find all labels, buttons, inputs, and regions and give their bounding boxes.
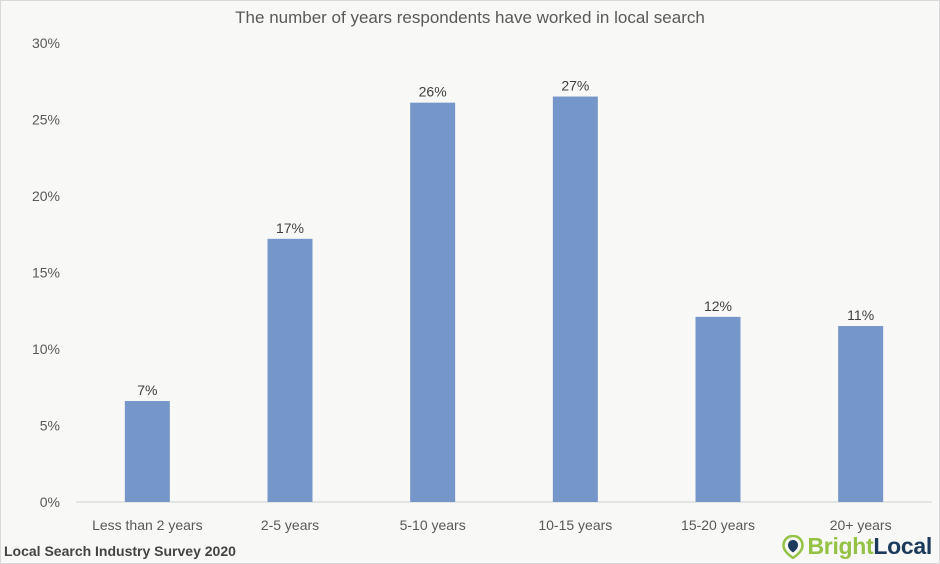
y-tick-label: 20% <box>32 188 60 204</box>
x-tick-label: 5-10 years <box>400 517 466 533</box>
x-tick-label: 2-5 years <box>261 517 319 533</box>
y-tick-label: 15% <box>32 265 60 281</box>
logo-text-local: Local <box>873 533 932 559</box>
bar <box>695 316 741 502</box>
bar-value-label: 27% <box>561 78 589 94</box>
x-tick-label: 20+ years <box>830 517 892 533</box>
y-tick-label: 10% <box>32 341 60 357</box>
x-tick-label: 15-20 years <box>681 517 755 533</box>
bar <box>410 102 456 503</box>
y-axis-labels: 0% 5% 10% 15% 20% 25% 30% <box>32 35 60 510</box>
bar-value-labels: 7% 17% 26% 27% 12% 11% <box>137 78 874 398</box>
bar <box>124 401 170 502</box>
bar-value-label: 12% <box>704 298 732 314</box>
pin-logo-icon <box>781 534 804 559</box>
x-tick-label: Less than 2 years <box>92 517 203 533</box>
bar <box>267 238 313 502</box>
chart-title: The number of years respondents have wor… <box>235 8 705 27</box>
y-tick-label: 25% <box>32 112 60 128</box>
logo-text-bright: Bright <box>807 533 874 559</box>
bar-value-label: 17% <box>276 220 304 236</box>
x-axis-labels: Less than 2 years 2-5 years 5-10 years 10-1… <box>92 517 892 533</box>
bar-value-label: 26% <box>419 84 447 100</box>
source-caption: Local Search Industry Survey 2020 <box>4 543 236 559</box>
bar <box>552 96 598 503</box>
bar-value-label: 11% <box>847 307 874 323</box>
brightlocal-logo: BrightLocal <box>781 533 932 560</box>
bar <box>838 326 884 502</box>
y-tick-label: 0% <box>40 494 60 510</box>
x-tick-label: 10-15 years <box>538 517 612 533</box>
y-tick-label: 5% <box>40 418 60 434</box>
bar-value-label: 7% <box>137 382 157 398</box>
y-tick-label: 30% <box>32 35 60 51</box>
bars <box>124 96 884 503</box>
